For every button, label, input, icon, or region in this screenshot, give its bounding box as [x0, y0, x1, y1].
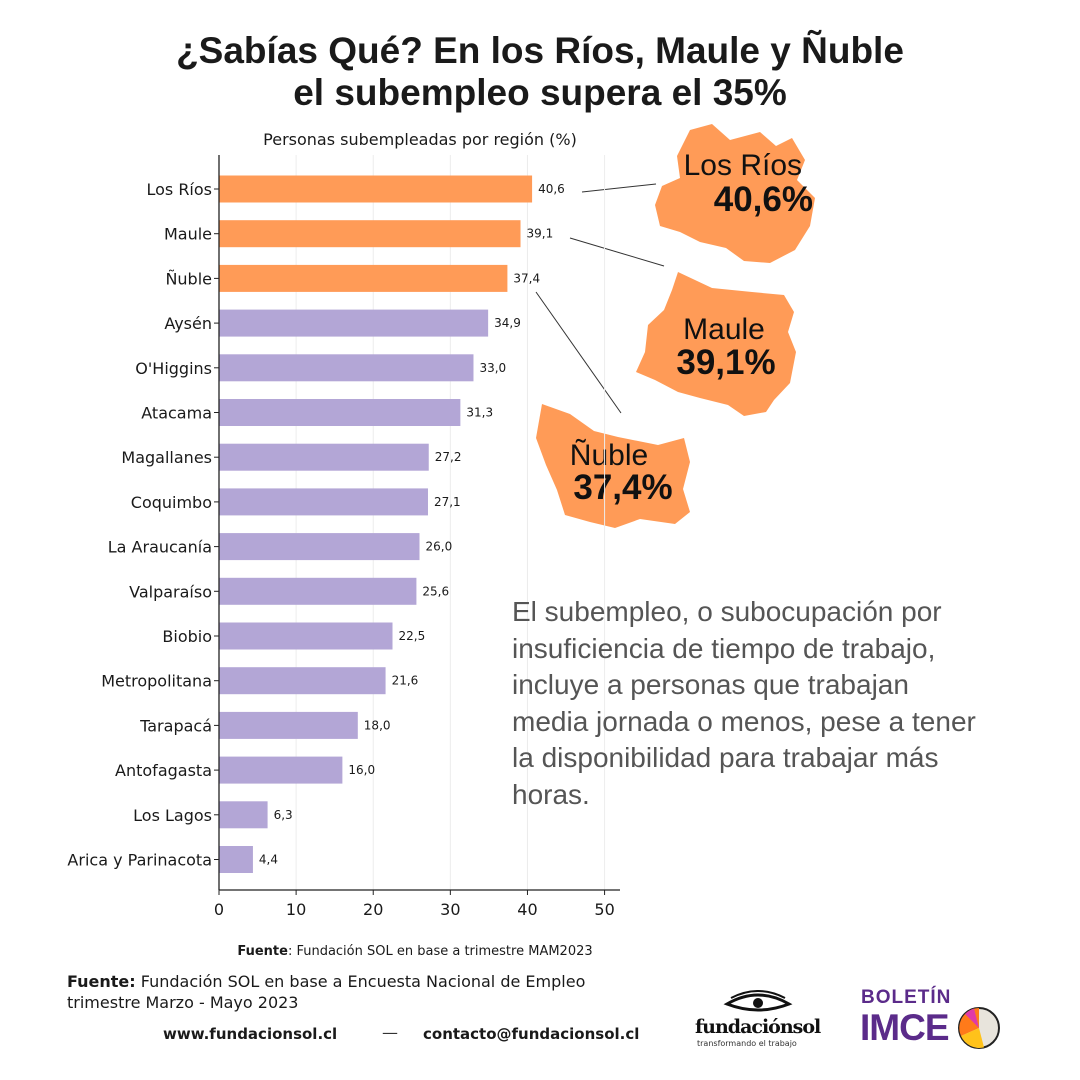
connector-maule: [569, 237, 665, 267]
chart-source-text: : Fundación SOL en base a trimestre MAM2…: [288, 944, 593, 959]
bar: [219, 667, 386, 695]
bar-value-label: 26,0: [426, 540, 453, 554]
x-tick-label: 10: [286, 900, 306, 919]
pie-icon: [958, 1007, 1000, 1049]
bar-value-label: 33,0: [479, 361, 506, 375]
chart-title: Personas subempleadas por región (%): [263, 130, 577, 149]
category-label: Antofagasta: [115, 761, 212, 780]
x-tick-label: 50: [594, 900, 614, 919]
axes: 0 10 20 30 40 50 Los Ríos Maule Ñuble Aysén O'Higg…: [67, 155, 620, 919]
bar: [219, 488, 428, 516]
fundacion-sol-logo[interactable]: fundaciónsol transformando el trabajo: [695, 990, 835, 1050]
category-label: Valparaíso: [129, 582, 212, 601]
bar-value-label: 37,4: [513, 271, 540, 285]
category-label: Biobio: [162, 627, 212, 646]
category-label: Aysén: [164, 314, 212, 333]
bar-value-label: 27,2: [435, 450, 462, 464]
category-label: Tarapacá: [139, 716, 212, 735]
bar-value-label: 27,1: [434, 495, 461, 509]
bar-value-label: 31,3: [466, 406, 493, 420]
title-line-1: ¿Sabías Qué? En los Ríos, Maule y Ñuble: [176, 30, 904, 71]
bars: 40,6 39,1 37,4 34,9 33,0 31,3 27,2 27,1 26,0 25,6…: [219, 175, 565, 873]
category-label: La Araucanía: [108, 538, 212, 557]
bar: [219, 220, 521, 248]
chart-source: Fuente: Fundación SOL en base a trimestr…: [237, 944, 592, 959]
connector-nuble: [535, 291, 622, 414]
bar-value-label: 21,6: [392, 674, 419, 688]
bar: [219, 756, 343, 784]
category-label: Atacama: [141, 404, 212, 423]
callout-nuble-name: Ñuble: [570, 438, 648, 472]
bar-value-label: 6,3: [274, 808, 293, 822]
category-label: Metropolitana: [101, 672, 212, 691]
bar: [219, 354, 474, 382]
imce-label: IMCE: [860, 1007, 949, 1048]
title-line-2: el subempleo supera el 35%: [293, 72, 787, 113]
nuble-map: [536, 404, 690, 528]
maule-map: [636, 272, 796, 416]
bar-value-label: 22,5: [399, 629, 426, 643]
category-label: Arica y Parinacota: [67, 851, 212, 870]
callout-maule-value: 39,1%: [676, 343, 775, 382]
fundacion-sol-name: fundaciónsol: [695, 1016, 821, 1038]
email-link[interactable]: contacto@fundacionsol.cl: [423, 1025, 640, 1043]
website-link[interactable]: www.fundacionsol.cl: [163, 1025, 338, 1043]
footer-source: Fuente: Fundación SOL en base a Encuesta…: [67, 971, 607, 1013]
category-label: Magallanes: [121, 448, 212, 467]
bar: [219, 175, 533, 203]
bar: [219, 622, 393, 650]
bar: [219, 533, 420, 561]
category-label: O'Higgins: [135, 359, 212, 378]
bar-value-label: 18,0: [364, 718, 391, 732]
x-tick-label: 30: [440, 900, 460, 919]
separator-dash: —: [382, 1023, 398, 1042]
category-label: Los Lagos: [133, 806, 212, 825]
x-tick-label: 20: [363, 900, 383, 919]
footer-source-label: Fuente:: [67, 972, 136, 991]
category-label: Coquimbo: [131, 493, 212, 512]
bar: [219, 264, 508, 292]
bar-value-label: 16,0: [348, 763, 375, 777]
bar: [219, 801, 268, 829]
callout-los-rios-name: Los Ríos: [684, 149, 802, 182]
bar-value-label: 4,4: [259, 853, 278, 867]
bar-value-label: 25,6: [422, 584, 449, 598]
x-tick-label: 0: [214, 900, 224, 919]
eye-icon: [723, 990, 793, 1012]
bar: [219, 711, 358, 739]
x-tick-label: 40: [517, 900, 537, 919]
chart-source-label: Fuente: [237, 944, 288, 959]
bar: [219, 443, 429, 471]
category-label: Los Ríos: [146, 180, 212, 199]
bar: [219, 399, 461, 426]
boletin-label: BOLETÍN: [861, 987, 952, 1008]
callout-nuble-value: 37,4%: [573, 468, 672, 507]
bar-value-label: 40,6: [538, 182, 565, 196]
boletin-imce-logo[interactable]: BOLETÍN IMCE: [858, 985, 1018, 1055]
page-title: ¿Sabías Qué? En los Ríos, Maule y Ñuble …: [0, 30, 1080, 114]
description-text: El subempleo, o subocupación por insufic…: [512, 596, 976, 810]
connector-los-rios: [581, 183, 657, 193]
bar-value-label: 39,1: [527, 227, 554, 241]
bar: [219, 309, 489, 337]
callout-los-rios-value: 40,6%: [714, 180, 813, 219]
category-label: Maule: [164, 225, 212, 244]
bar-value-label: 34,9: [494, 316, 521, 330]
bar: [219, 577, 417, 605]
fundacion-sol-tagline: transformando el trabajo: [697, 1039, 797, 1048]
footer-source-text: Fundación SOL en base a Encuesta Naciona…: [67, 972, 586, 1012]
bar: [219, 846, 253, 873]
los-rios-map: [655, 124, 815, 263]
category-label: Ñuble: [165, 269, 212, 288]
callout-maule-name: Maule: [683, 313, 765, 346]
